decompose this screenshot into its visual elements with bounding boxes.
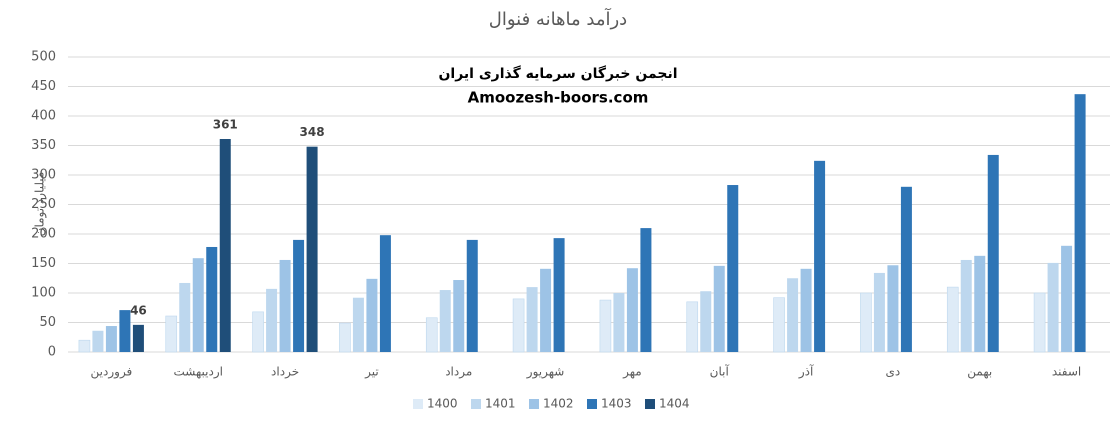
bar [1074, 94, 1086, 353]
data-label: 46 [130, 303, 147, 317]
y-tick-label: 150 [31, 256, 56, 271]
bar [192, 258, 204, 352]
bar [306, 146, 318, 352]
x-tick-label: خرداد [271, 365, 299, 380]
x-tick-label: تیر [364, 365, 379, 380]
bar [1033, 292, 1046, 353]
bar [78, 339, 91, 353]
x-tick-label: آذر [798, 364, 814, 380]
bar [1047, 262, 1059, 352]
bar [453, 280, 465, 352]
bar [425, 317, 438, 353]
x-tick-label: اردیبهشت [174, 365, 223, 380]
annotation: Amoozesh-boors.com [468, 89, 649, 107]
bar [800, 268, 812, 352]
bar [92, 330, 104, 352]
bar [860, 292, 872, 353]
bar [366, 278, 378, 352]
bar [252, 311, 264, 353]
y-tick-label: 250 [31, 197, 56, 212]
chart-title: درآمد ماهانه فنوال [489, 7, 627, 30]
annotation: انجمن خبرگان سرمایه گذاری ایران [438, 65, 677, 82]
legend-label: 1402 [543, 397, 574, 411]
bar [379, 235, 391, 352]
y-tick-label: 450 [31, 79, 56, 94]
x-tick-label: فروردین [91, 365, 133, 380]
bar [293, 239, 305, 352]
y-tick-label: 400 [31, 109, 56, 124]
bar [266, 288, 278, 352]
bar [814, 160, 826, 352]
bar [352, 297, 364, 352]
data-label: 348 [300, 125, 325, 139]
bar [219, 139, 231, 352]
bar [540, 268, 552, 352]
bar [179, 282, 191, 352]
bar [165, 315, 178, 353]
bar [626, 268, 638, 352]
bar [787, 278, 799, 352]
y-tick-label: 200 [31, 227, 56, 242]
bar [946, 286, 959, 353]
bar [686, 301, 699, 353]
bar [900, 186, 912, 352]
legend-label: 1403 [601, 397, 632, 411]
bar [773, 297, 785, 353]
legend-swatch [471, 399, 481, 409]
bar [727, 185, 739, 352]
bar [526, 287, 538, 352]
bar [713, 265, 725, 352]
x-tick-label: دی [886, 365, 901, 379]
y-axis-label: میلیارد تومان [33, 172, 48, 237]
bar [873, 272, 885, 352]
x-tick-label: بهمن [967, 365, 992, 380]
bar [640, 228, 652, 352]
bar [974, 255, 986, 352]
x-tick-label: اسفند [1052, 365, 1081, 379]
bar [466, 239, 478, 352]
legend-label: 1404 [659, 397, 690, 411]
legend-label: 1400 [427, 397, 458, 411]
y-tick-label: 500 [31, 50, 56, 65]
bar [512, 298, 525, 353]
bar [132, 324, 144, 352]
bar [599, 299, 612, 353]
x-tick-label: مرداد [445, 365, 472, 380]
bar [439, 290, 451, 352]
x-tick-label: آبان [710, 364, 730, 379]
x-tick-label: مهر [622, 365, 642, 380]
bar [1061, 245, 1073, 352]
bar [105, 326, 117, 352]
bar [119, 310, 131, 352]
y-tick-label: 0 [48, 345, 56, 360]
bar [887, 265, 899, 352]
bar [700, 291, 712, 352]
y-tick-label: 350 [31, 138, 56, 153]
bar [613, 293, 625, 352]
y-tick-label: 100 [31, 286, 56, 301]
bar [279, 259, 291, 352]
legend-swatch [529, 399, 539, 409]
legend-swatch [413, 399, 423, 409]
y-tick-label: 300 [31, 168, 56, 183]
data-label: 361 [213, 118, 238, 132]
bar [339, 322, 351, 353]
bar [553, 238, 565, 352]
bar [206, 246, 218, 352]
legend-swatch [645, 399, 655, 409]
bar [960, 259, 972, 352]
legend-swatch [587, 399, 597, 409]
legend-label: 1401 [485, 397, 516, 411]
y-tick-label: 50 [39, 315, 56, 330]
bar [987, 154, 999, 352]
x-tick-label: شهریور [526, 365, 565, 380]
